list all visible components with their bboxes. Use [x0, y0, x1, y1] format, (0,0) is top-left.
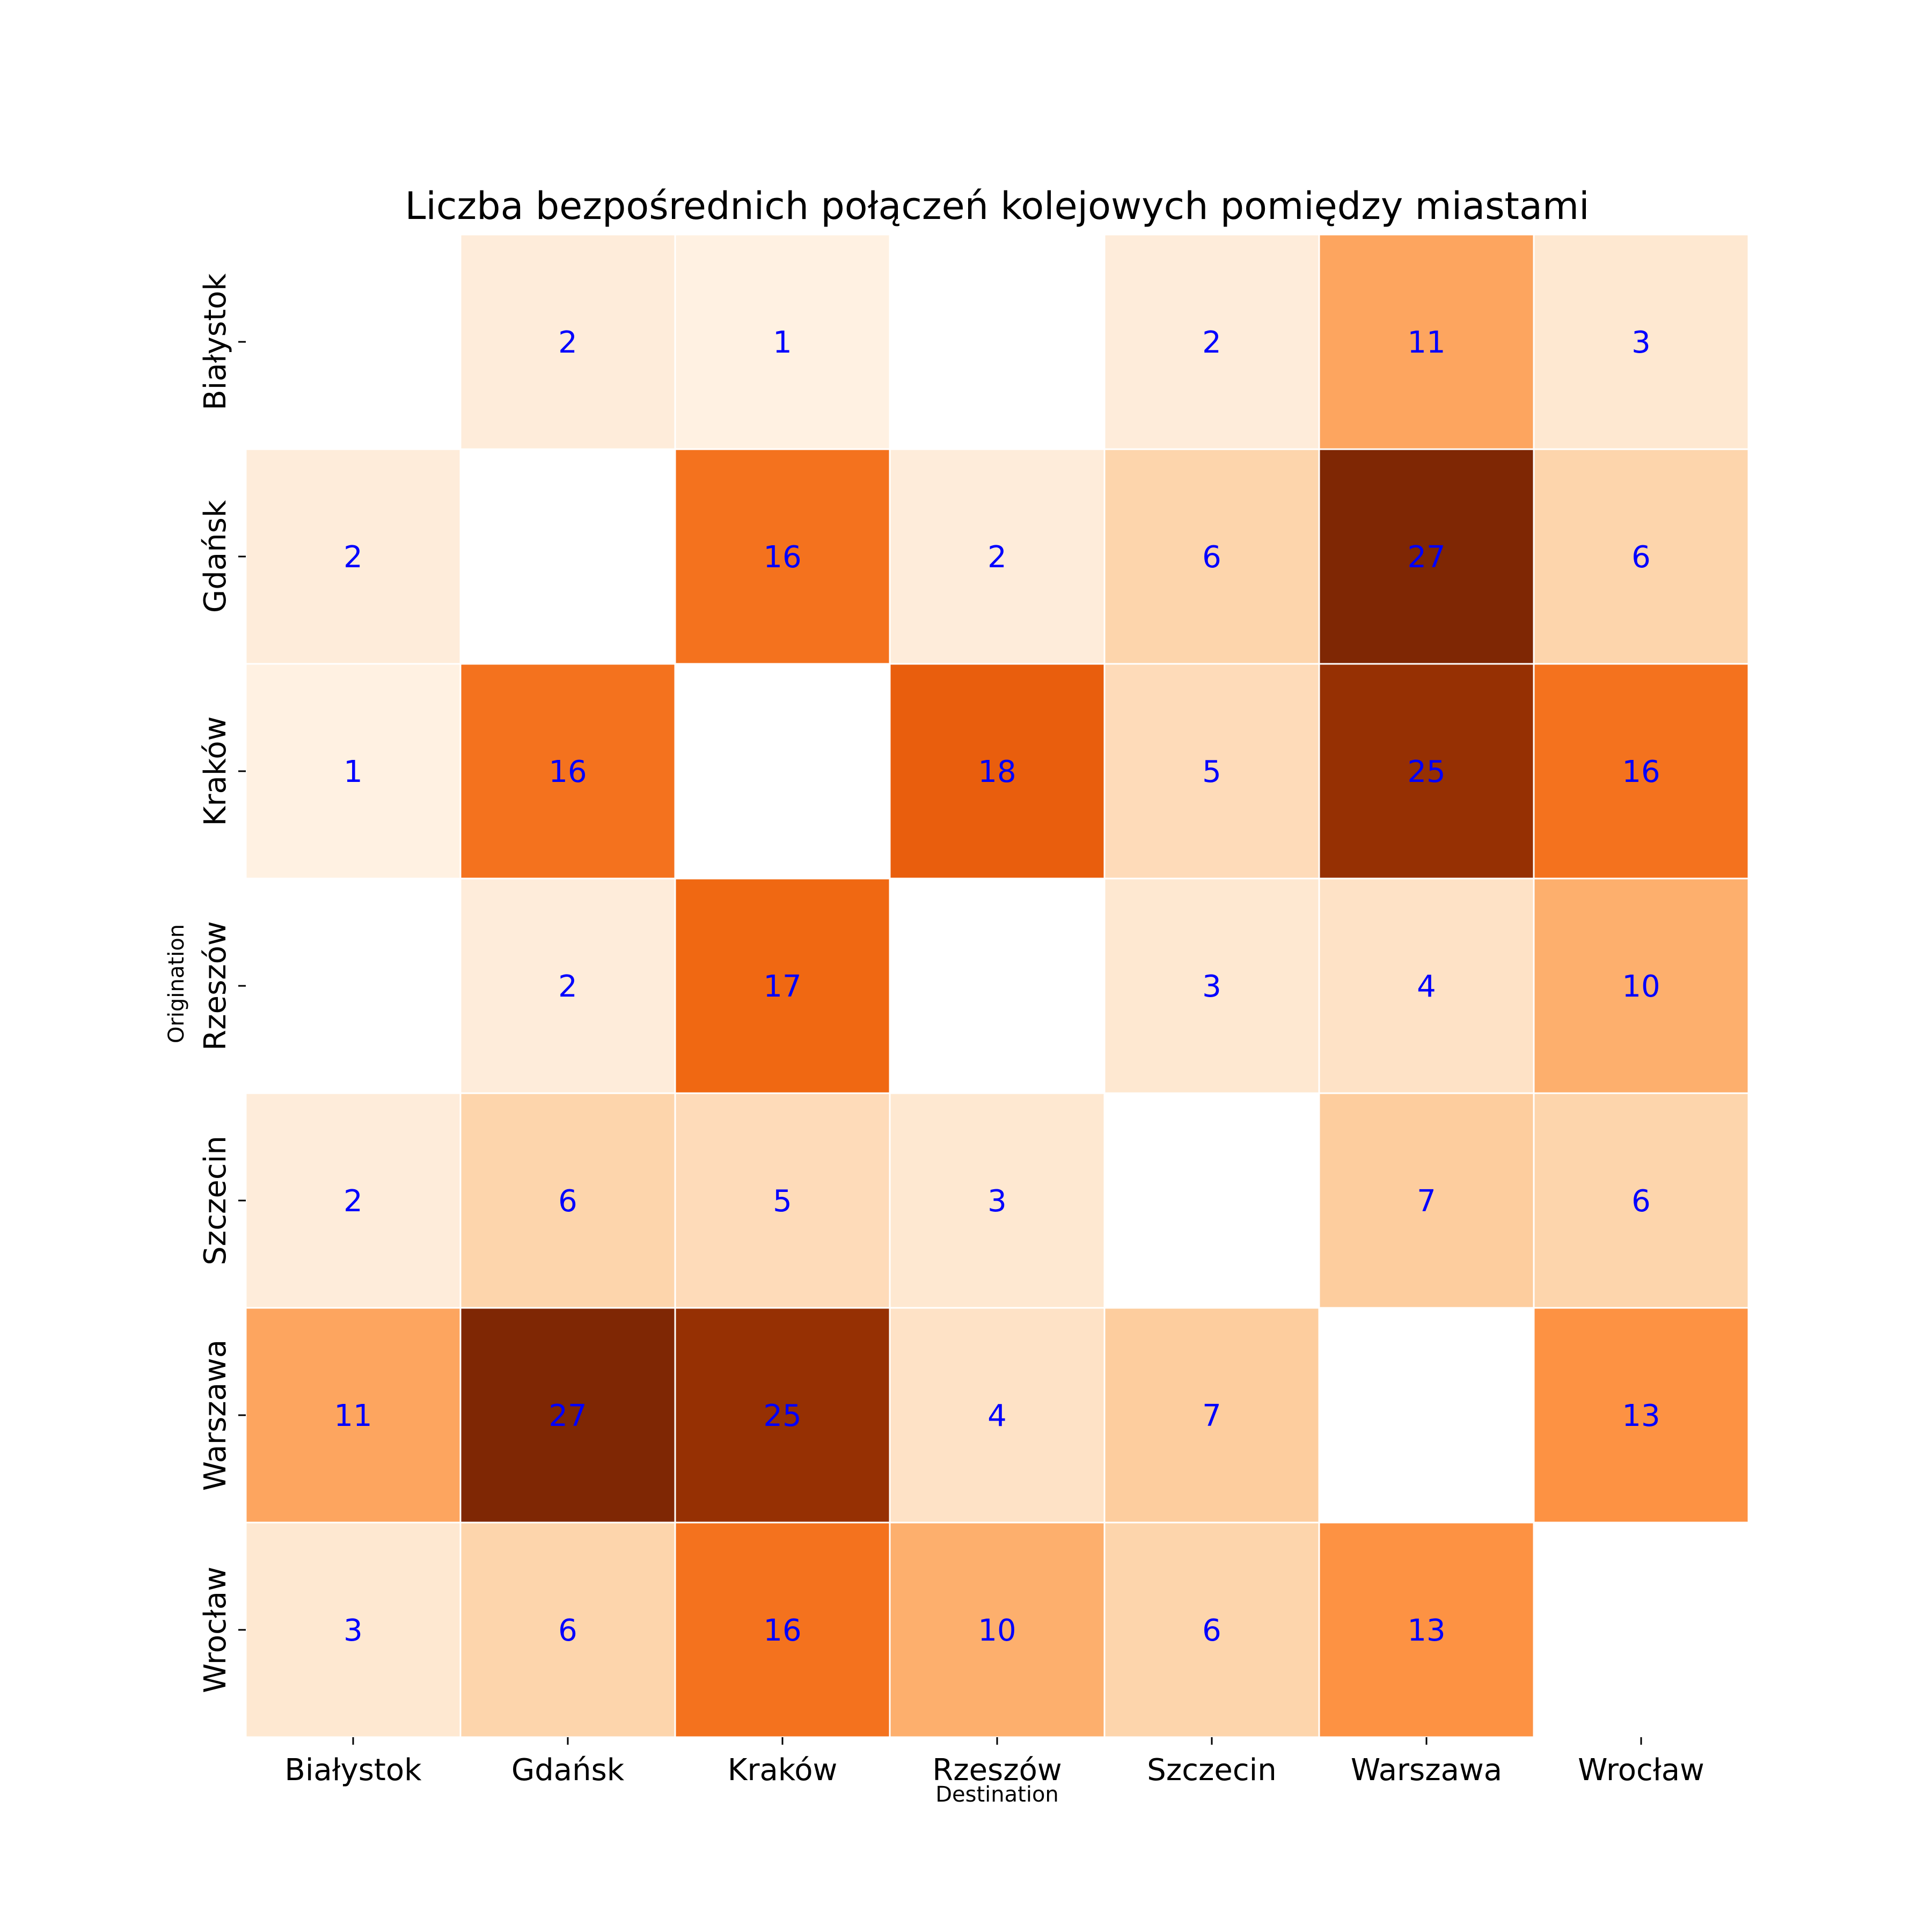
cell-value-label: 4 — [987, 1399, 1007, 1433]
cell-value-label: 3 — [1202, 969, 1221, 1004]
heatmap-cell — [1103, 877, 1320, 1094]
x-tick-label: Gdańsk — [511, 1753, 625, 1788]
x-tick-label: Szczecin — [1147, 1753, 1276, 1788]
heatmap-cell — [1103, 1521, 1320, 1738]
cell-value-label: 2 — [343, 1184, 363, 1219]
cell-value-label: 17 — [763, 969, 801, 1004]
heatmap-cell — [674, 448, 891, 665]
heatmap-cell — [674, 1521, 891, 1738]
cell-value-label: 3 — [987, 1184, 1007, 1219]
cell-value-label: 2 — [1202, 325, 1221, 360]
cell-value-label: 13 — [1622, 1399, 1660, 1433]
heatmap-cell — [459, 233, 676, 450]
x-axis-label: Destination — [935, 1782, 1059, 1807]
cell-value-label: 5 — [1202, 755, 1221, 789]
heatmap-cell — [1103, 663, 1320, 880]
chart-title: Liczba bezpośrednich połączeń kolejowych… — [405, 184, 1589, 228]
heatmap-cell — [1318, 1092, 1535, 1309]
y-tick-label: Szczecin — [198, 1136, 233, 1265]
cell-value-label: 10 — [978, 1613, 1016, 1648]
heatmap-cell — [245, 663, 462, 880]
cell-value-label: 6 — [558, 1184, 577, 1219]
cell-value-label: 4 — [1417, 969, 1436, 1004]
heatmap-cell — [459, 1521, 676, 1738]
heatmap-cell — [889, 1092, 1106, 1309]
x-tick-label: Warszawa — [1351, 1753, 1502, 1788]
cell-value-label: 6 — [1631, 540, 1651, 575]
cell-annotations: 2 1 2 11 32 16 2 6 27 61 16 18 5 25 162 17 3 4 102 6 5 3 7 611 2… — [334, 325, 1660, 1648]
heatmap-cell — [674, 1307, 891, 1524]
heatmap-cell — [674, 233, 891, 450]
heatmap-cell — [674, 1092, 891, 1309]
cell-value-label: 11 — [1407, 325, 1445, 360]
cell-value-label: 7 — [1417, 1184, 1436, 1219]
y-axis-label: Origination — [164, 924, 189, 1043]
y-tick-label: Gdańsk — [198, 500, 233, 613]
y-tick-label: Rzeszów — [198, 921, 233, 1050]
y-axis: Białystok Gdańsk Kraków Rzeszów Szczecin Wars… — [198, 273, 246, 1693]
heatmap-cells — [245, 233, 1750, 1738]
x-tick-label: Białystok — [284, 1753, 422, 1788]
heatmap-cell — [889, 663, 1106, 880]
heatmap-cell — [889, 448, 1106, 665]
heatmap-cell — [1318, 1521, 1535, 1738]
y-tick-label: Warszawa — [198, 1340, 233, 1491]
heatmap-cell — [245, 1521, 462, 1738]
heatmap-cell — [1533, 1307, 1750, 1524]
heatmap-cell — [459, 663, 676, 880]
heatmap-cell — [245, 448, 462, 665]
cell-value-label: 6 — [1202, 540, 1221, 575]
heatmap-cell — [1533, 448, 1750, 665]
heatmap-cell — [1318, 233, 1535, 450]
cell-value-label: 6 — [1202, 1613, 1221, 1648]
heatmap-cell — [1103, 1307, 1320, 1524]
cell-value-label: 16 — [763, 540, 801, 575]
heatmap-cell — [245, 1092, 462, 1309]
heatmap-cell — [1318, 448, 1535, 665]
cell-value-label: 2 — [558, 969, 577, 1004]
cell-value-label: 2 — [343, 540, 363, 575]
heatmap-cell — [1318, 877, 1535, 1094]
x-tick-label: Rzeszów — [932, 1753, 1062, 1788]
cell-value-label: 7 — [1202, 1399, 1221, 1433]
heatmap-cell — [245, 1307, 462, 1524]
heatmap-cell — [1533, 663, 1750, 880]
cell-value-label: 13 — [1407, 1613, 1445, 1648]
cell-value-label: 10 — [1622, 969, 1660, 1004]
cell-value-label: 16 — [763, 1613, 801, 1648]
heatmap-cell — [889, 1521, 1106, 1738]
x-tick-label: Kraków — [728, 1753, 838, 1788]
heatmap-cell — [1533, 877, 1750, 1094]
y-tick-label: Kraków — [198, 716, 233, 826]
cell-value-label: 27 — [548, 1399, 587, 1433]
heatmap-cell — [1103, 233, 1320, 450]
cell-value-label: 25 — [1407, 755, 1445, 789]
x-tick-label: Wrocław — [1578, 1753, 1704, 1788]
cell-value-label: 5 — [773, 1184, 792, 1219]
cell-value-label: 18 — [978, 755, 1016, 789]
cell-value-label: 3 — [1631, 325, 1651, 360]
cell-value-label: 6 — [1631, 1184, 1651, 1219]
heatmap-cell — [1318, 663, 1535, 880]
y-tick-label: Białystok — [198, 273, 233, 411]
cell-value-label: 2 — [987, 540, 1007, 575]
heatmap-cell — [1533, 1092, 1750, 1309]
cell-value-label: 27 — [1407, 540, 1445, 575]
cell-value-label: 1 — [773, 325, 792, 360]
cell-value-label: 3 — [343, 1613, 363, 1648]
cell-value-label: 25 — [763, 1399, 801, 1433]
cell-value-label: 2 — [558, 325, 577, 360]
heatmap-cell — [1533, 233, 1750, 450]
cell-value-label: 1 — [343, 755, 363, 789]
y-tick-label: Wrocław — [198, 1567, 233, 1693]
cell-value-label: 16 — [548, 755, 587, 789]
cell-value-label: 11 — [334, 1399, 372, 1433]
x-axis: Białystok Gdańsk Kraków Rzeszów Szczecin Wars… — [284, 1737, 1704, 1788]
cell-value-label: 6 — [558, 1613, 577, 1648]
heatmap-cell — [674, 877, 891, 1094]
cell-value-label: 16 — [1622, 755, 1660, 789]
heatmap-cell — [459, 877, 676, 1094]
